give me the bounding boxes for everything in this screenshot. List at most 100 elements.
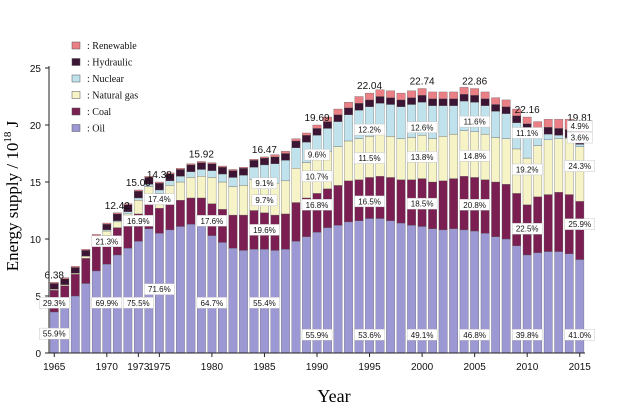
bar-segment-1987-coal bbox=[281, 213, 290, 250]
bar-segment-1968-coal bbox=[81, 258, 91, 284]
bar-segment-1969-oil bbox=[91, 270, 101, 354]
pct-box-22 bbox=[406, 329, 438, 341]
bar-segment-1969-renewable bbox=[91, 234, 101, 236]
bar-segment-1975-renewable bbox=[154, 181, 164, 184]
bar-segment-2005-hydraulic bbox=[470, 95, 480, 103]
bar-segment-2007-renewable bbox=[491, 97, 501, 105]
bar-segment-2015-nuclear bbox=[575, 144, 585, 147]
bar-segment-1982-naturalgas bbox=[228, 186, 238, 216]
total-label-2005: 22.86 bbox=[462, 77, 487, 88]
y-axis-title-unit: J bbox=[3, 120, 22, 131]
pct-box-33 bbox=[511, 127, 543, 139]
bar-segment-1967-coal bbox=[70, 274, 80, 297]
bar-segment-1993-renewable bbox=[344, 102, 353, 109]
bar-segment-2010-renewable bbox=[522, 116, 532, 125]
pct-box-19 bbox=[354, 195, 385, 208]
bar-segment-1995-renewable bbox=[365, 92, 374, 101]
bar-segment-1971-nuclear bbox=[112, 220, 122, 223]
bar-segment-2005-renewable bbox=[470, 88, 480, 96]
legend: : Renewable: Hydraulic: Nuclear: Natural… bbox=[71, 41, 138, 135]
bar-segment-1978-hydraulic bbox=[186, 164, 196, 172]
bar-segment-1988-naturalgas bbox=[291, 168, 301, 203]
pct-box-31 bbox=[511, 223, 543, 235]
bar-segment-1998-naturalgas bbox=[396, 138, 406, 180]
bar-segment-1983-coal bbox=[239, 214, 248, 251]
bar-segment-1998-coal bbox=[396, 179, 406, 224]
total-label-1979: 15.92 bbox=[189, 149, 214, 160]
pct-label-17: 9.6% bbox=[308, 151, 326, 160]
pct-box-32 bbox=[511, 163, 543, 176]
bar-segment-2003-hydraulic bbox=[449, 98, 458, 106]
x-tick-label-2005: 2005 bbox=[464, 362, 487, 373]
y-tick-label-20: 20 bbox=[30, 121, 42, 132]
bar-segment-1979-naturalgas bbox=[197, 176, 206, 199]
total-label-1995: 22.04 bbox=[357, 81, 382, 92]
pct-box-36 bbox=[564, 160, 595, 172]
bar-segment-2003-naturalgas bbox=[449, 133, 458, 179]
bar-segment-1997-oil bbox=[386, 220, 395, 354]
legend-swatch-hydraulic bbox=[71, 58, 81, 66]
bar-segment-2013-nuclear bbox=[554, 135, 564, 139]
bar-segment-1978-coal bbox=[186, 197, 196, 225]
bar-segment-1977-nuclear bbox=[176, 176, 185, 183]
bar-segment-1978-nuclear bbox=[186, 171, 196, 178]
pct-box-9 bbox=[196, 215, 228, 227]
bar-segment-1999-hydraulic bbox=[407, 97, 416, 105]
total-label-1971: 12.42 bbox=[105, 201, 130, 212]
pct-box-30 bbox=[511, 329, 543, 341]
bar-segment-1977-coal bbox=[176, 200, 185, 227]
bar-segment-2002-naturalgas bbox=[438, 136, 448, 182]
bar-segment-1995-hydraulic bbox=[365, 99, 374, 107]
bar-segment-2008-naturalgas bbox=[501, 138, 511, 185]
bar-segment-1987-hydraulic bbox=[281, 153, 290, 161]
bar-segment-1992-naturalgas bbox=[333, 146, 343, 186]
bar-segment-2013-hydraulic bbox=[554, 128, 564, 136]
bar-segment-1975-hydraulic bbox=[154, 182, 164, 191]
pct-box-21 bbox=[354, 123, 385, 136]
pct-label-25: 12.6% bbox=[411, 123, 434, 132]
pct-box-24 bbox=[406, 151, 438, 163]
legend-label-naturalgas: : Natural gas bbox=[87, 91, 138, 102]
bar-segment-2002-oil bbox=[438, 229, 448, 354]
bar-segment-2000-renewable bbox=[417, 88, 427, 96]
pct-box-23 bbox=[406, 197, 438, 210]
bar-segment-2007-naturalgas bbox=[491, 137, 501, 183]
pct-box-20 bbox=[354, 152, 385, 164]
bar-segment-2007-coal bbox=[491, 181, 501, 237]
bar-segment-1988-hydraulic bbox=[291, 140, 301, 148]
pct-box-0 bbox=[39, 327, 70, 340]
pct-label-27: 20.8% bbox=[463, 201, 486, 210]
bar-segment-1986-hydraulic bbox=[270, 156, 280, 164]
bar-segment-1965-naturalgas bbox=[49, 289, 59, 291]
bar-segment-1968-hydraulic bbox=[81, 250, 91, 257]
pct-box-17 bbox=[304, 148, 330, 161]
bar-segment-1978-naturalgas bbox=[186, 177, 196, 199]
bar-segment-1994-hydraulic bbox=[354, 103, 364, 111]
bar-segment-1982-nuclear bbox=[228, 177, 238, 187]
pct-label-26: 46.8% bbox=[463, 331, 486, 340]
bar-segment-1989-renewable bbox=[302, 132, 311, 136]
x-tick-label-1980: 1980 bbox=[201, 362, 224, 373]
bar-segment-1991-nuclear bbox=[323, 128, 332, 152]
pct-label-38: 4.9% bbox=[571, 122, 589, 131]
x-tick-label-1970: 1970 bbox=[96, 362, 119, 373]
bar-segment-2006-renewable bbox=[480, 91, 490, 99]
bar-segment-1992-renewable bbox=[333, 108, 343, 115]
bar-segment-1990-renewable bbox=[312, 124, 322, 129]
bar-segment-1973-hydraulic bbox=[133, 190, 143, 199]
pct-label-4: 75.5% bbox=[127, 299, 150, 308]
y-axis-title: Energy supply / 1018 J bbox=[2, 120, 22, 271]
bar-segment-1982-hydraulic bbox=[228, 170, 238, 178]
bar-segment-1987-oil bbox=[281, 249, 290, 354]
x-tick-label-1995: 1995 bbox=[358, 362, 381, 373]
bar-segment-1968-renewable bbox=[81, 249, 91, 251]
pct-box-1 bbox=[39, 297, 70, 309]
bar-segment-2002-nuclear bbox=[438, 105, 448, 137]
bar-segment-2001-renewable bbox=[428, 91, 437, 99]
bar-segment-1970-naturalgas bbox=[102, 230, 112, 236]
bar-segment-1979-renewable bbox=[197, 161, 206, 163]
total-label-2010: 22.16 bbox=[515, 105, 540, 116]
bar-segment-1998-hydraulic bbox=[396, 99, 406, 107]
bar-segment-1998-oil bbox=[396, 222, 406, 354]
pct-box-12 bbox=[251, 194, 278, 206]
